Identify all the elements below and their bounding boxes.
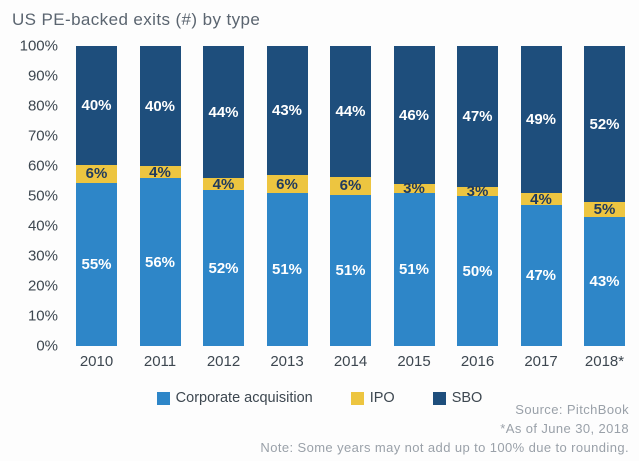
segment-ipo-2018: 5% (584, 201, 625, 218)
stacked-bar-2016: 50% 3% 47% (457, 46, 498, 346)
x-tick-label-2013: 2013 (270, 353, 304, 370)
bar-2011: 56% 4% 40% 2011 (139, 46, 181, 370)
bar-2013: 51% 6% 43% 2013 (266, 46, 308, 370)
segment-corporate-2014: 51% (330, 194, 371, 346)
legend-item-sbo: SBO (432, 390, 483, 406)
x-tick-label-2018: 2018* (584, 353, 625, 370)
segment-corporate-2017: 47% (520, 205, 562, 346)
source-note: Source: PitchBook (515, 402, 629, 417)
chart-title: US PE-backed exits (#) by type (12, 10, 261, 29)
segment-sbo-2018: 52% (584, 46, 625, 202)
x-tick-label-2016: 2016 (460, 353, 495, 370)
y-tick-label: 80% (27, 97, 58, 115)
segment-corporate-2011: 56% (139, 178, 181, 346)
y-tick-label: 30% (27, 247, 58, 265)
stacked-bar-2011: 56% 4% 40% (139, 46, 181, 346)
bar-2015: 51% 3% 46% 2015 (393, 46, 435, 370)
footnotes: Source: PitchBook *As of June 30, 2018 N… (260, 400, 629, 457)
stacked-bar-2017: 47% 4% 49% (520, 46, 562, 346)
bar-2018: 43% 5% 52% 2018* (584, 46, 625, 370)
bar-2016: 50% 3% 47% 2016 (457, 46, 498, 370)
stacked-bar-2010: 55% 6% 40% (76, 46, 117, 346)
bar-2010: 55% 6% 40% 2010 (76, 46, 117, 370)
segment-sbo-2012: 44% (203, 46, 244, 178)
segment-ipo-2016: 3% (457, 183, 498, 200)
segment-sbo-2017: 49% (520, 46, 562, 193)
segment-sbo-2013: 43% (266, 46, 308, 175)
chart-area: 100% 90% 80% 70% 60% 50% 40% 30% 20% 10% 0% 55% 6% 4… (10, 38, 629, 370)
segment-corporate-2010: 55% (76, 182, 117, 346)
rounding-note: Note: Some years may not add up to 100% … (260, 440, 629, 455)
y-tick-label: 60% (27, 157, 58, 175)
legend-label-corporate: Corporate acquisition (175, 390, 313, 406)
x-tick-label-2017: 2017 (524, 353, 558, 370)
x-tick-label-2014: 2014 (333, 353, 368, 370)
bar-2017: 47% 4% 49% 2017 (520, 46, 562, 370)
legend-label-sbo: SBO (451, 390, 483, 406)
legend-swatch-sbo (432, 391, 446, 405)
asof-note: *As of June 30, 2018 (500, 421, 629, 436)
y-tick-label: 20% (27, 277, 58, 295)
y-tick-label: 90% (27, 67, 58, 85)
segment-corporate-2018: 43% (584, 217, 625, 346)
legend-swatch-ipo (350, 391, 364, 405)
segment-ipo-2011: 4% (139, 164, 181, 181)
legend-label-ipo: IPO (369, 390, 395, 406)
x-tick-label-2010: 2010 (79, 353, 114, 370)
segment-corporate-2012: 52% (203, 190, 244, 346)
stacked-bar-2012: 52% 4% 44% (203, 46, 244, 346)
x-tick-label-2011: 2011 (143, 353, 177, 370)
stacked-bar-2018: 43% 5% 52% (584, 46, 625, 346)
x-tick-label-2012: 2012 (206, 353, 241, 370)
segment-ipo-2014: 6% (330, 176, 371, 195)
y-axis: 100% 90% 80% 70% 60% 50% 40% 30% 20% 10% 0% (10, 38, 68, 355)
legend-item-ipo: IPO (350, 390, 395, 406)
plot-area: 55% 6% 40% 2010 56% 4% 40% 2011 52% 4% 44% 2012 51% 6… (68, 46, 629, 370)
segment-sbo-2015: 46% (393, 46, 435, 184)
segment-sbo-2014: 44% (330, 46, 371, 177)
stacked-bar-2014: 51% 6% 44% (330, 46, 371, 346)
legend-swatch-corporate (156, 391, 170, 405)
y-tick-label: 0% (36, 337, 58, 355)
segment-sbo-2010: 40% (76, 46, 117, 165)
x-tick-label-2015: 2015 (397, 353, 431, 370)
segment-ipo-2010: 6% (76, 164, 117, 183)
segment-ipo-2013: 6% (266, 175, 308, 193)
segment-sbo-2016: 47% (457, 46, 498, 187)
y-tick-label: 10% (27, 307, 58, 325)
y-tick-label: 70% (27, 127, 58, 145)
y-tick-label: 50% (27, 187, 58, 205)
y-tick-label: 100% (19, 37, 58, 55)
segment-ipo-2012: 4% (203, 176, 244, 193)
stacked-bar-2015: 51% 3% 46% (393, 46, 435, 346)
segment-corporate-2015: 51% (393, 193, 435, 346)
segment-sbo-2011: 40% (139, 46, 181, 166)
segment-corporate-2013: 51% (266, 193, 308, 346)
stacked-bar-2013: 51% 6% 43% (266, 46, 308, 346)
y-tick-label: 40% (27, 217, 58, 235)
bar-2012: 52% 4% 44% 2012 (203, 46, 244, 370)
segment-ipo-2015: 3% (393, 180, 435, 197)
segment-corporate-2016: 50% (457, 196, 498, 346)
bar-2014: 51% 6% 44% 2014 (330, 46, 371, 370)
segment-ipo-2017: 4% (520, 191, 562, 208)
legend: Corporate acquisition IPO SBO (10, 390, 629, 406)
legend-item-corporate: Corporate acquisition (156, 390, 313, 406)
